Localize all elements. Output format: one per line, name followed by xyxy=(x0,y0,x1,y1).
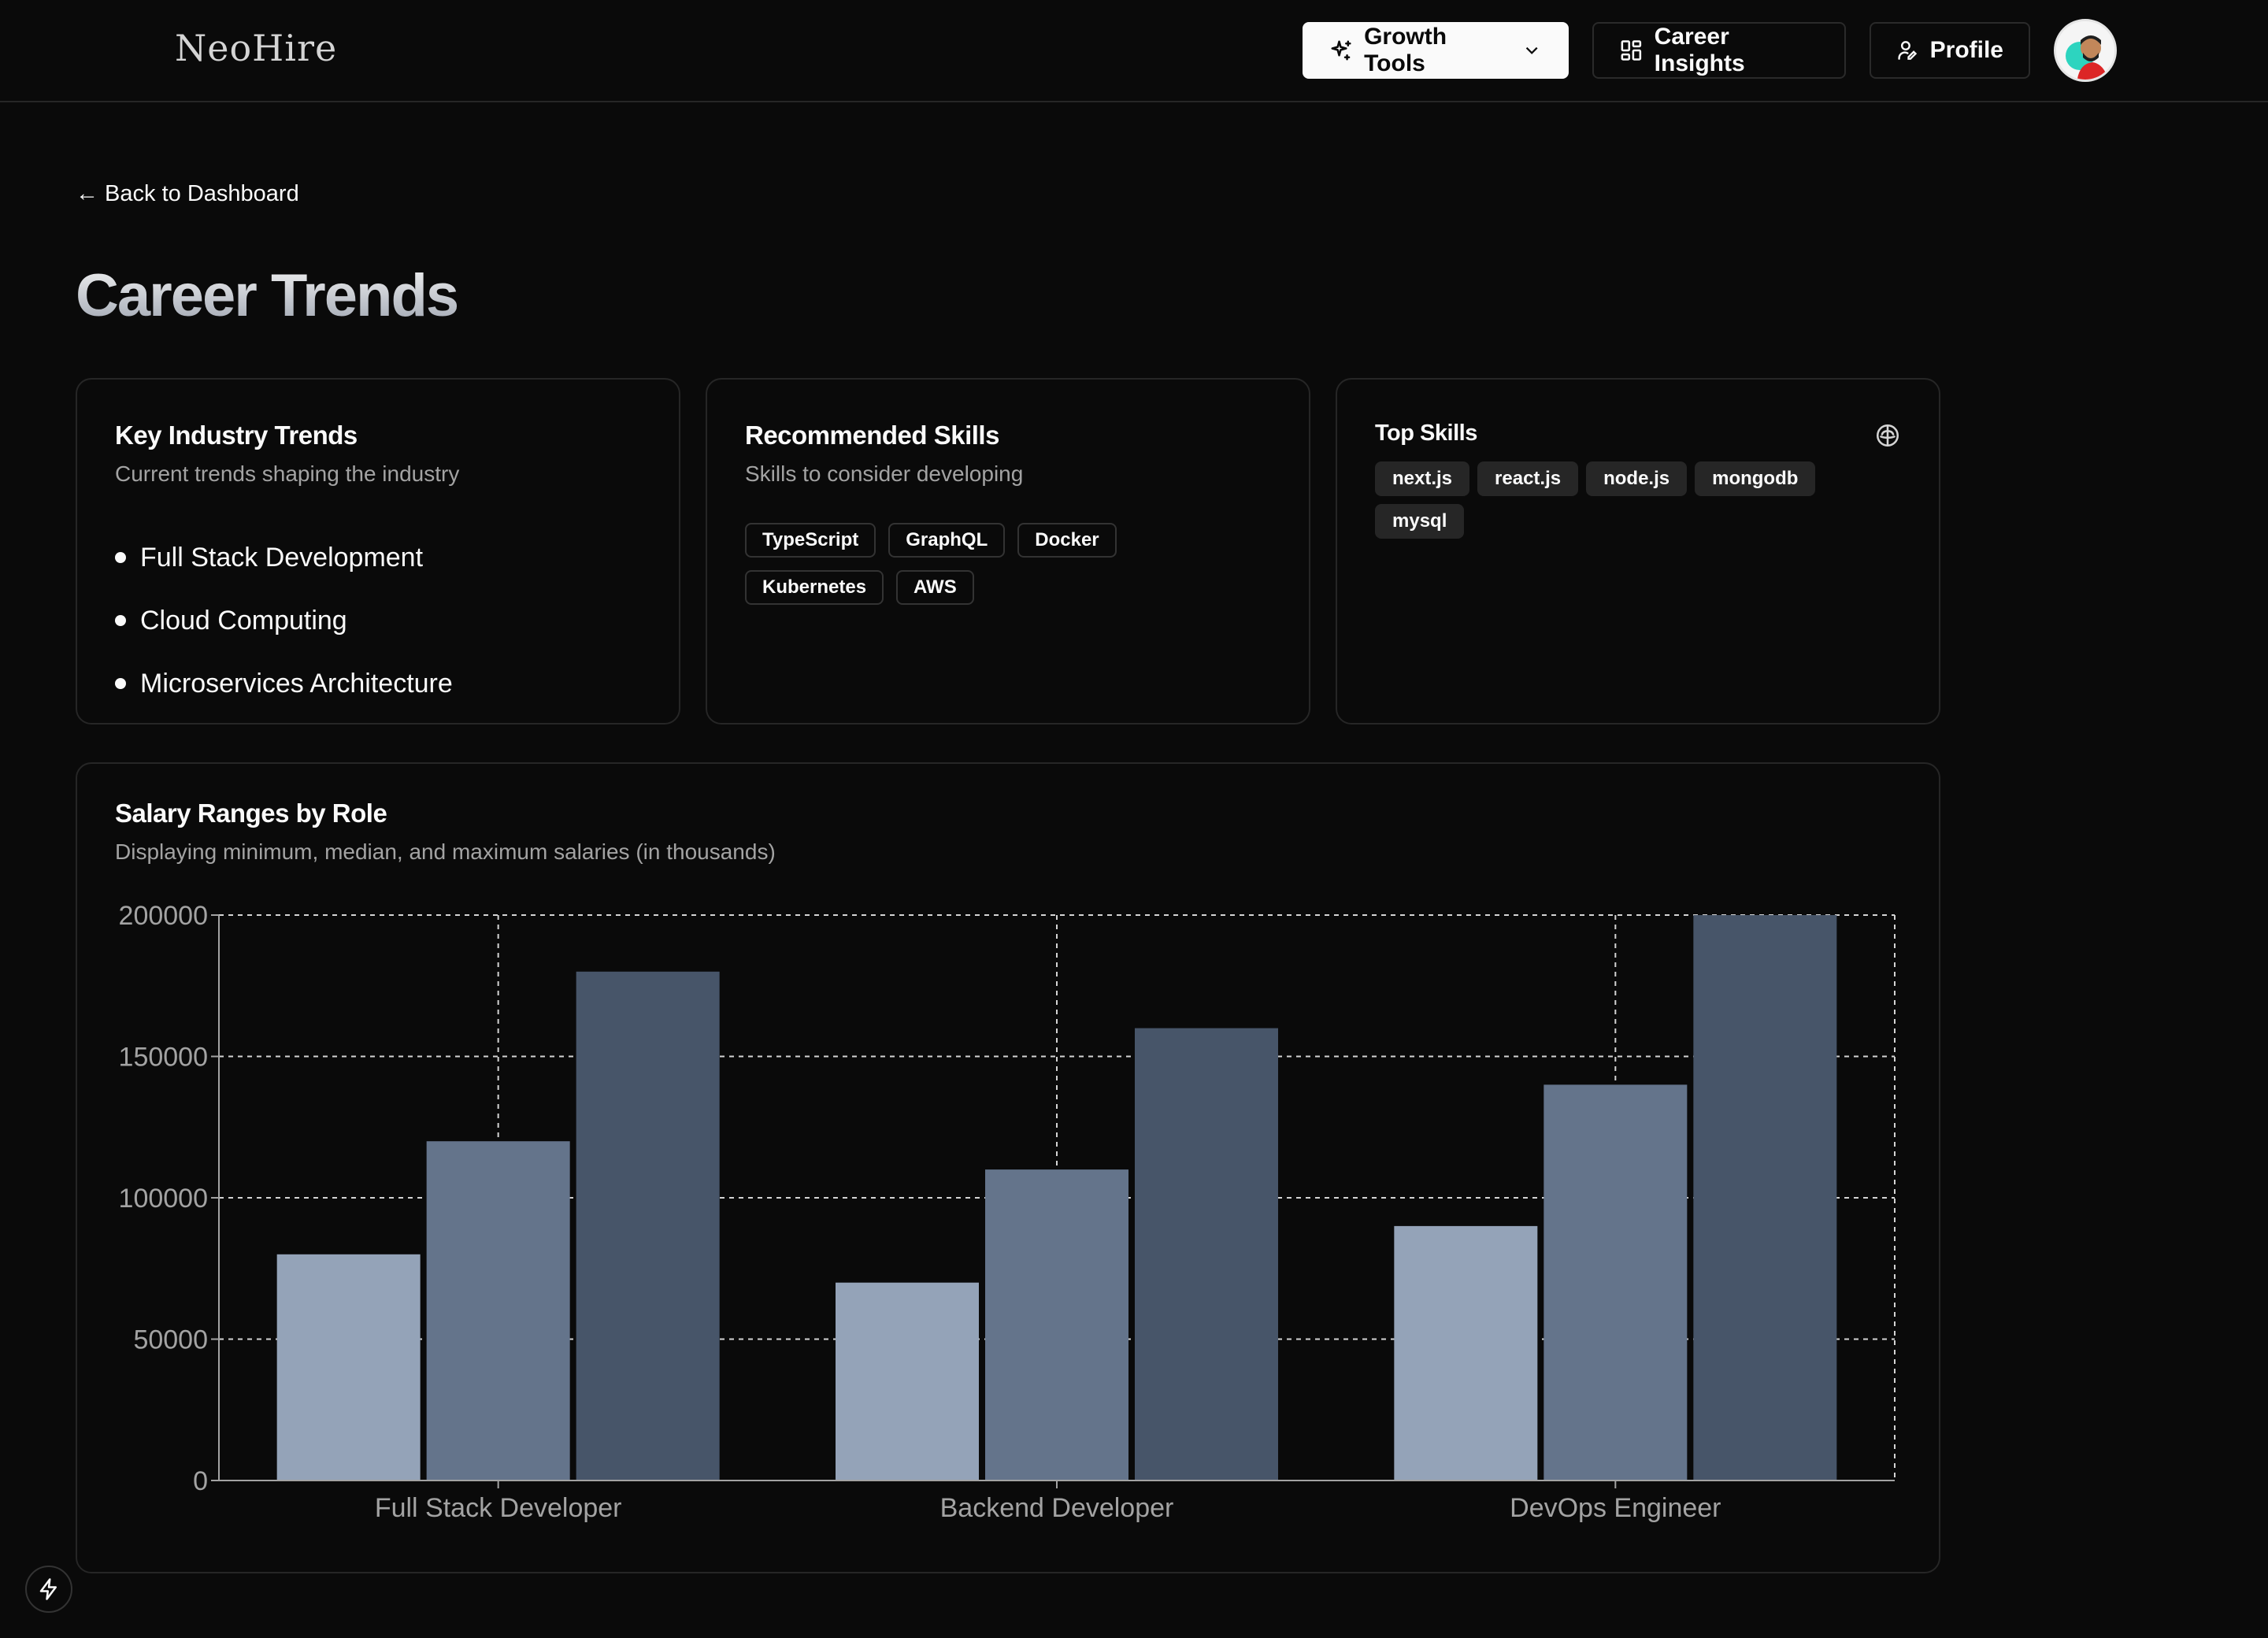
trend-label: Microservices Architecture xyxy=(140,668,453,699)
trend-label: Cloud Computing xyxy=(140,605,347,636)
bar xyxy=(276,1254,421,1480)
recommended-skills-card: Recommended Skills Skills to consider de… xyxy=(706,378,1310,724)
page-title: Career Trends xyxy=(76,262,459,329)
top-skills-card: Top Skills next.js react.js node.js mong… xyxy=(1336,378,1940,724)
avatar[interactable] xyxy=(2054,19,2117,82)
growth-tools-label: Growth Tools xyxy=(1364,24,1447,76)
card-title: Key Industry Trends xyxy=(115,421,358,450)
career-insights-label: Career Insights xyxy=(1654,24,1745,76)
list-item: Microservices Architecture xyxy=(115,652,453,715)
trend-list: Full Stack Development Cloud Computing M… xyxy=(115,526,453,715)
card-title: Top Skills xyxy=(1375,421,1477,446)
back-link-label: ← Back to Dashboard xyxy=(76,181,299,206)
bar xyxy=(576,971,720,1480)
bar xyxy=(985,1169,1128,1480)
skill-badge: GraphQL xyxy=(888,523,1006,558)
user-pen-icon xyxy=(1898,41,1918,60)
card-description: Current trends shaping the industry xyxy=(115,461,460,486)
skill-badge: Kubernetes xyxy=(745,570,884,605)
x-tick-label: DevOps Engineer xyxy=(1510,1493,1721,1523)
chevron-down-icon xyxy=(1525,46,1538,54)
bullet-icon xyxy=(115,552,126,563)
skill-badge: AWS xyxy=(896,570,974,605)
top-navbar: NeoHire Growth Tools Career Insights Pro… xyxy=(0,0,2268,102)
y-tick-label: 0 xyxy=(193,1466,208,1496)
x-tick-label: Full Stack Developer xyxy=(375,1493,622,1523)
y-tick-label: 100000 xyxy=(119,1184,208,1214)
skill-badge: Docker xyxy=(1017,523,1117,558)
trend-label: Full Stack Development xyxy=(140,542,424,573)
salary-bar-chart: 0 50000 100000 150000 200000 Full Stack Devel… xyxy=(119,901,1896,1523)
card-description: Skills to consider developing xyxy=(745,461,1024,486)
industry-trends-card: Key Industry Trends Current trends shapi… xyxy=(76,378,680,724)
bullet-icon xyxy=(115,678,126,689)
bullet-icon xyxy=(115,615,126,626)
brain-icon xyxy=(1876,424,1899,447)
skills-badge-list: TypeScript GraphQL Docker Kubernetes AWS xyxy=(745,523,1186,605)
bar xyxy=(1693,915,1837,1480)
growth-tools-button[interactable]: Growth Tools xyxy=(1303,22,1569,79)
career-insights-button[interactable]: Career Insights xyxy=(1592,22,1846,79)
profile-button[interactable]: Profile xyxy=(1870,22,2030,79)
avatar-image xyxy=(2056,21,2114,80)
card-description: Displaying minimum, median, and maximum … xyxy=(115,839,776,864)
skill-badge: mongodb xyxy=(1695,461,1816,496)
skill-badge: node.js xyxy=(1586,461,1688,496)
x-tick-label: Backend Developer xyxy=(940,1493,1174,1523)
bar xyxy=(426,1141,570,1480)
dashboard-icon xyxy=(1621,40,1642,61)
y-tick-label: 150000 xyxy=(119,1043,208,1073)
profile-label: Profile xyxy=(1929,37,2003,63)
bar xyxy=(1544,1084,1688,1480)
list-item: Cloud Computing xyxy=(115,589,453,652)
y-tick-label: 200000 xyxy=(119,901,208,931)
skill-badge: next.js xyxy=(1375,461,1470,496)
salary-ranges-card: Salary Ranges by Role Displaying minimum… xyxy=(76,762,1940,1573)
card-title: Recommended Skills xyxy=(745,421,999,450)
y-tick-label: 50000 xyxy=(133,1325,208,1355)
card-title: Salary Ranges by Role xyxy=(115,799,387,828)
back-to-dashboard-link[interactable]: ← Back to Dashboard xyxy=(76,181,299,207)
skill-badge: mysql xyxy=(1375,504,1465,539)
logo[interactable]: NeoHire xyxy=(175,27,338,69)
bar xyxy=(1394,1225,1538,1480)
list-item: Full Stack Development xyxy=(115,526,453,589)
bar xyxy=(1135,1028,1278,1480)
skill-badge: TypeScript xyxy=(745,523,876,558)
bar xyxy=(836,1282,979,1480)
sparkles-icon xyxy=(1331,40,1351,61)
bolt-button[interactable] xyxy=(25,1566,72,1613)
skill-badge: react.js xyxy=(1477,461,1579,496)
lightning-icon xyxy=(39,1578,57,1600)
top-skills-badge-list: next.js react.js node.js mongodb mysql xyxy=(1375,461,1879,539)
